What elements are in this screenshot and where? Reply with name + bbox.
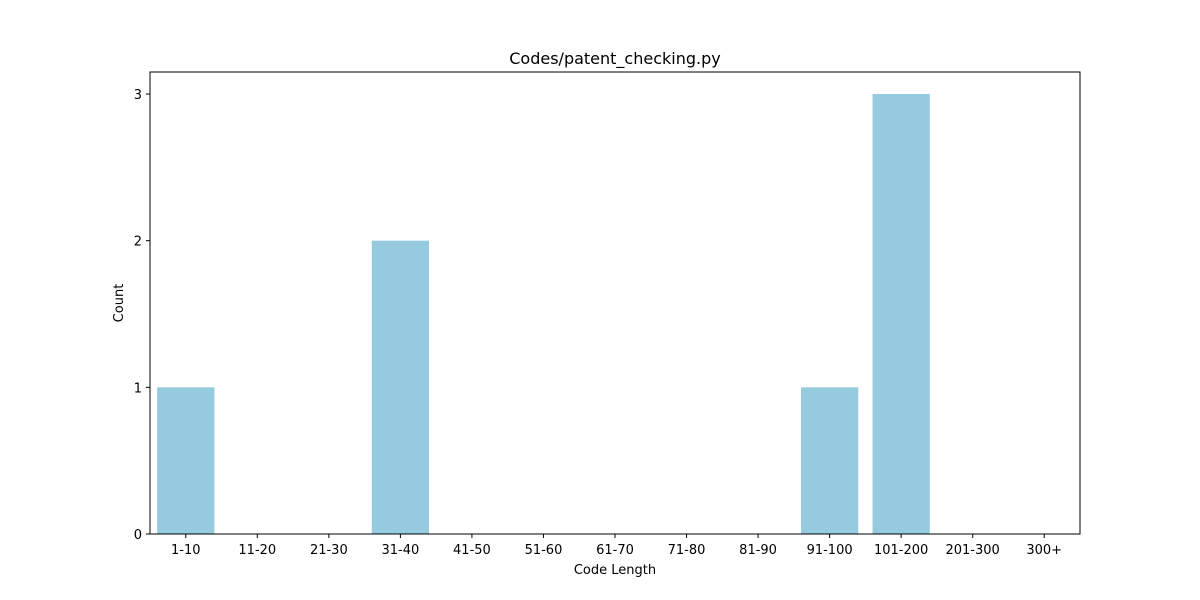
- bar-91-100: [801, 387, 858, 534]
- x-tick-label: 300+: [1026, 543, 1062, 558]
- y-axis: 0 1 2 3: [134, 88, 150, 543]
- x-tick-label: 71-80: [668, 543, 706, 558]
- x-tick-label: 201-300: [946, 543, 1000, 558]
- y-tick-label: 1: [134, 381, 142, 396]
- y-tick-label: 3: [134, 88, 142, 103]
- y-tick-label: 0: [134, 528, 142, 543]
- y-tick-label: 2: [134, 235, 142, 250]
- bar-1-10: [157, 387, 214, 534]
- x-tick-label: 41-50: [453, 543, 491, 558]
- x-tick-label: 51-60: [525, 543, 563, 558]
- x-tick-label: 11-20: [238, 543, 276, 558]
- chart-title: Codes/patent_checking.py: [509, 49, 720, 69]
- x-tick-label: 61-70: [596, 543, 634, 558]
- x-axis-label: Code Length: [574, 563, 656, 578]
- x-tick-label: 1-10: [171, 543, 201, 558]
- x-tick-label: 101-200: [874, 543, 928, 558]
- bar-101-200: [873, 94, 930, 534]
- x-tick-label: 31-40: [381, 543, 419, 558]
- x-axis: 1-10 11-20 21-30 31-40 41-50 51-60 61-70 71-80 8…: [171, 534, 1062, 558]
- x-tick-label: 91-100: [807, 543, 853, 558]
- plot-frame: [150, 72, 1080, 534]
- x-tick-label: 21-30: [310, 543, 348, 558]
- bars-group: [157, 94, 930, 534]
- bar-31-40: [372, 241, 429, 534]
- x-tick-label: 81-90: [739, 543, 777, 558]
- y-axis-label: Count: [112, 284, 127, 323]
